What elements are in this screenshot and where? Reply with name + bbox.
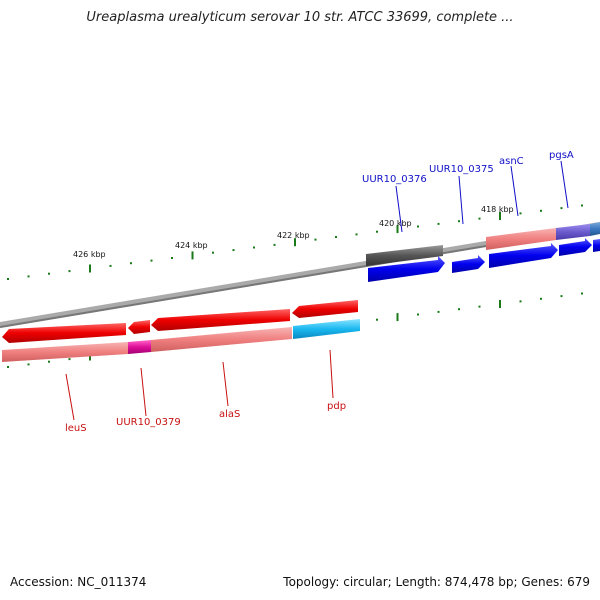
topology-summary: Topology: circular; Length: 874,478 bp; … xyxy=(283,575,590,589)
cds-leuS[interactable] xyxy=(2,323,126,343)
gene-label-pgsA[interactable]: pgsA xyxy=(549,150,574,161)
cds-asnC[interactable] xyxy=(489,243,558,268)
cds-pgsA[interactable] xyxy=(559,238,592,256)
gene-label-asnC[interactable]: asnC xyxy=(499,156,524,167)
scale-label-426: 426 kbp xyxy=(73,250,106,259)
cds-pdp[interactable] xyxy=(292,300,358,318)
feature-pink-top[interactable] xyxy=(486,228,556,250)
feature-steel[interactable] xyxy=(590,222,600,236)
gene-label-UUR10_0375[interactable]: UUR10_0375 xyxy=(429,164,494,175)
leader-asnC xyxy=(510,165,519,217)
leader-leuS xyxy=(65,373,75,421)
feature-gray[interactable] xyxy=(366,245,443,266)
feature-magenta[interactable] xyxy=(128,340,151,354)
gene-label-UUR10_0379[interactable]: UUR10_0379 xyxy=(116,417,181,428)
leader-pdp xyxy=(329,349,334,399)
tick-row-top xyxy=(7,204,583,280)
accession-text: Accession: NC_011374 xyxy=(10,575,147,589)
cds-UUR10_0379[interactable] xyxy=(128,320,150,334)
feature-pink-2[interactable] xyxy=(151,327,292,352)
gene-label-pdp[interactable]: pdp xyxy=(327,401,346,412)
feature-pink-1[interactable] xyxy=(2,342,128,362)
leader-UUR10_0379 xyxy=(140,367,147,417)
feature-cyan[interactable] xyxy=(293,319,360,339)
cds-next[interactable] xyxy=(593,239,600,252)
map-title: Ureaplasma urealyticum serovar 10 str. A… xyxy=(86,10,514,25)
scale-label-424: 424 kbp xyxy=(175,241,208,250)
leader-alaS xyxy=(222,361,229,407)
feature-purple[interactable] xyxy=(556,224,590,240)
gene-label-UUR10_0376[interactable]: UUR10_0376 xyxy=(362,174,427,185)
cds-UUR10_0375[interactable] xyxy=(452,255,485,273)
cds-alaS[interactable] xyxy=(151,309,290,331)
scale-label-420: 420 kbp xyxy=(379,219,412,228)
cds-UUR10_0376[interactable] xyxy=(368,256,445,282)
leader-UUR10_0376 xyxy=(395,185,403,233)
leader-pgsA xyxy=(560,160,569,209)
gene-label-leuS[interactable]: leuS xyxy=(65,423,87,434)
gene-label-alaS[interactable]: alaS xyxy=(219,409,240,420)
leader-UUR10_0375 xyxy=(458,175,464,225)
scale-label-422: 422 kbp xyxy=(277,231,310,240)
scale-label-418: 418 kbp xyxy=(481,205,514,214)
